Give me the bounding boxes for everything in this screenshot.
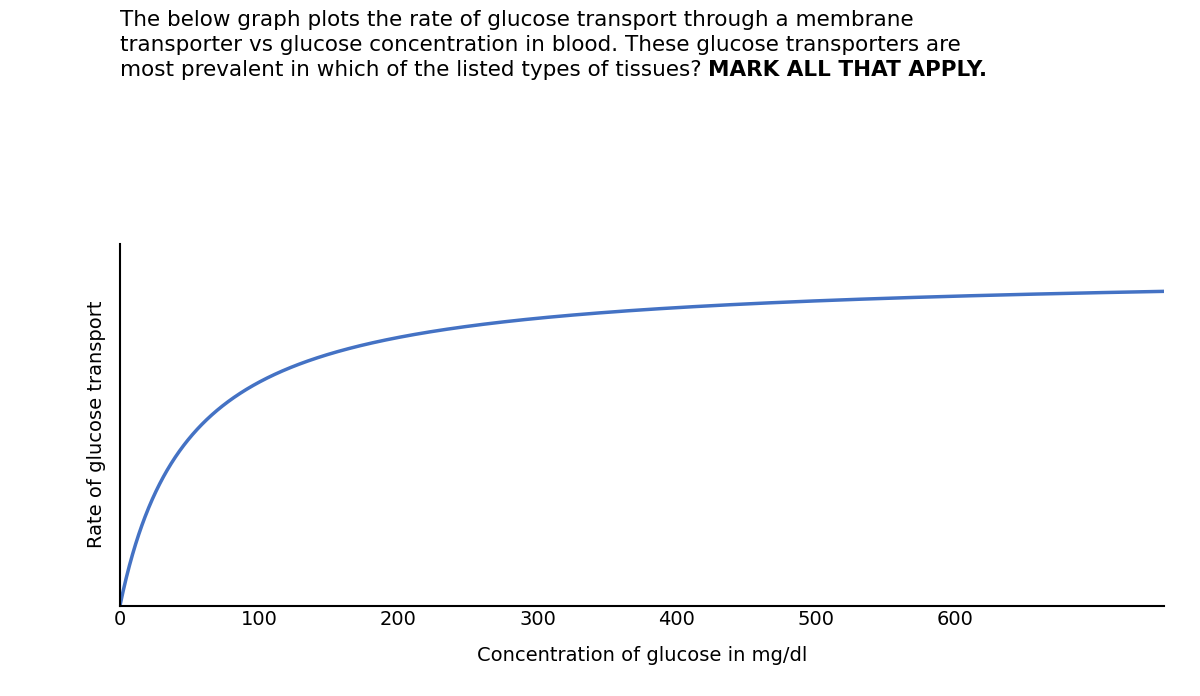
- X-axis label: Concentration of glucose in mg/dl: Concentration of glucose in mg/dl: [476, 646, 808, 665]
- Y-axis label: Rate of glucose transport: Rate of glucose transport: [88, 301, 106, 548]
- Text: MARK ALL THAT APPLY.: MARK ALL THAT APPLY.: [708, 61, 988, 81]
- Text: transporter vs glucose concentration in blood. These glucose transporters are: transporter vs glucose concentration in …: [120, 35, 961, 56]
- Text: The below graph plots the rate of glucose transport through a membrane: The below graph plots the rate of glucos…: [120, 10, 913, 31]
- Text: most prevalent in which of the listed types of tissues?: most prevalent in which of the listed ty…: [120, 61, 708, 81]
